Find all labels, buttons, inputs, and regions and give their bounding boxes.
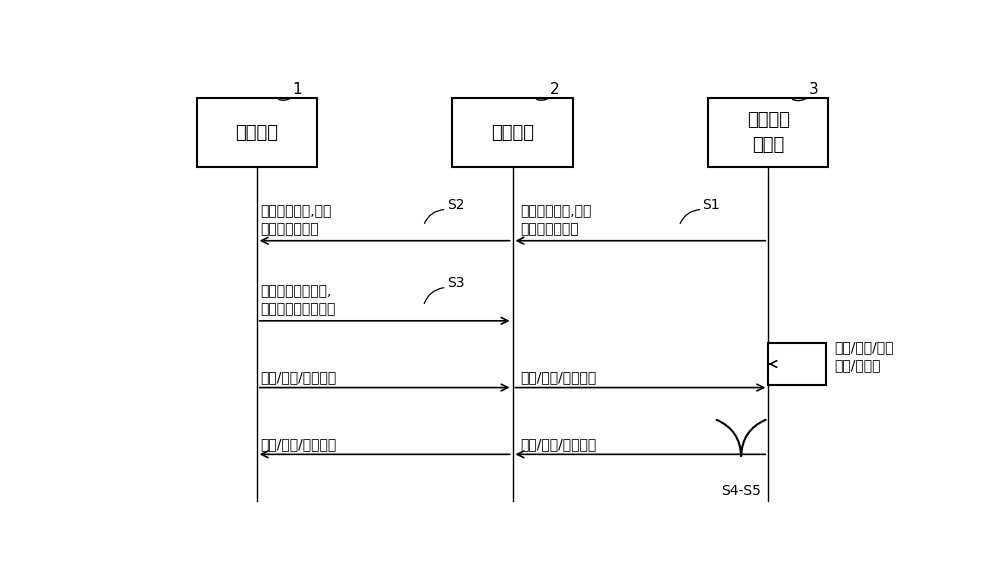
Text: 开门/锁门/寻车成功: 开门/锁门/寻车成功	[261, 437, 337, 451]
Text: 1: 1	[292, 82, 302, 97]
Text: 服务中心: 服务中心	[491, 124, 534, 142]
Text: 开门/锁门/寻车指令: 开门/锁门/寻车指令	[520, 370, 596, 384]
Text: 定位与控
制装置: 定位与控 制装置	[747, 112, 790, 154]
Bar	[708, 98, 828, 167]
Text: S2: S2	[447, 198, 464, 212]
Text: S4-S5: S4-S5	[721, 484, 761, 498]
Text: 传输终端位置信息,
比对车辆与终端位置: 传输终端位置信息, 比对车辆与终端位置	[261, 284, 336, 316]
Text: 上报车辆位置,发动
机、车门锁信息: 上报车辆位置,发动 机、车门锁信息	[520, 204, 592, 236]
Text: S1: S1	[702, 198, 720, 212]
Bar	[197, 98, 317, 167]
Text: 3: 3	[808, 82, 818, 97]
Text: 传输车辆位置,发动
机、车门锁信息: 传输车辆位置,发动 机、车门锁信息	[261, 204, 332, 236]
Text: 开门/锁门/寻车指令: 开门/锁门/寻车指令	[261, 370, 337, 384]
Text: 开门/锁门/寻车成功: 开门/锁门/寻车成功	[520, 437, 596, 451]
Text: S3: S3	[447, 276, 464, 290]
Text: 开门/锁门/小灯
闪烁/鸣喇叭: 开门/锁门/小灯 闪烁/鸣喇叭	[834, 340, 894, 373]
Bar	[768, 343, 826, 386]
Bar	[452, 98, 573, 167]
Text: 智能终端: 智能终端	[235, 124, 278, 142]
Text: 2: 2	[550, 82, 560, 97]
